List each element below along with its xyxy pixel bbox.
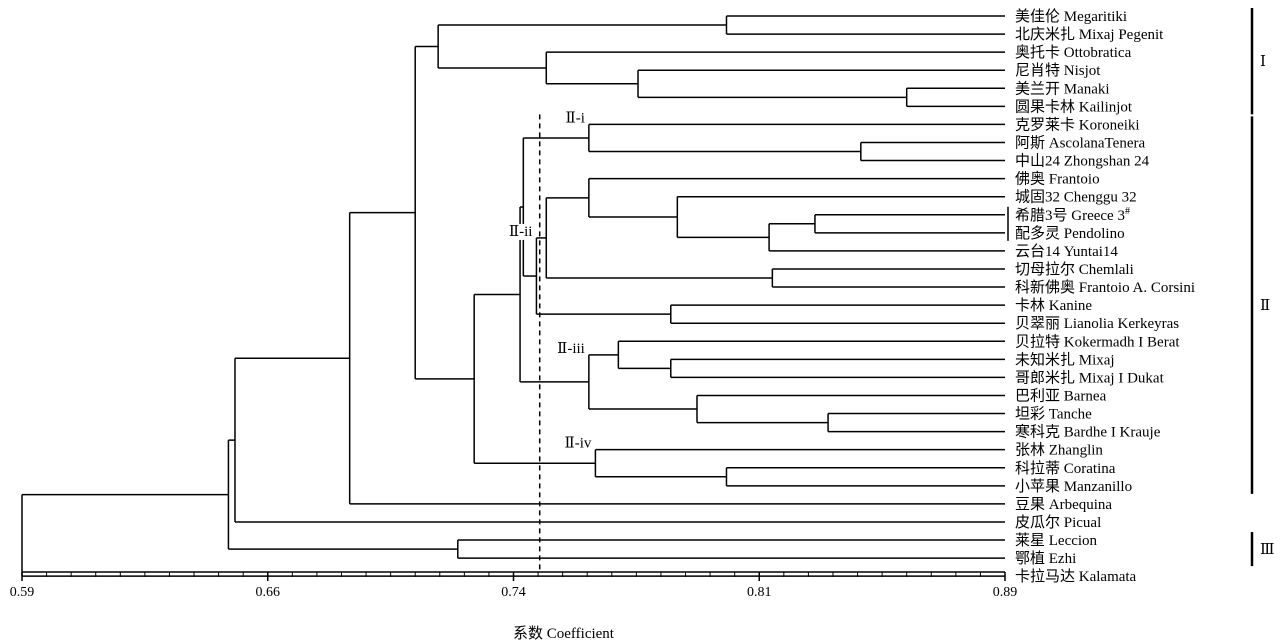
tick-label: 0.66 (256, 585, 281, 600)
group-label: Ⅲ (1260, 542, 1274, 558)
leaf-label: 配多灵 Pendolino (1015, 225, 1125, 242)
leaf-label: 哥郎米扎 Mixaj I Dukat (1015, 369, 1165, 386)
tick-label: 0.59 (10, 585, 35, 600)
leaf-label: 坦彩 Tanche (1015, 406, 1092, 423)
leaf-label: 科新佛奥 Frantoio A. Corsini (1015, 279, 1195, 296)
subcluster-label: Ⅱ-ii (509, 224, 533, 240)
leaf-label: 北庆米扎 Mixaj Pegenit (1015, 26, 1164, 43)
leaf-label: 云台14 Yuntai14 (1015, 243, 1118, 260)
subcluster-label-bg (564, 110, 586, 127)
group-brackets: Ⅰ Ⅱ Ⅲ (1250, 8, 1274, 567)
leaf-label: 寒科克 Bardhe I Krauje (1015, 423, 1161, 441)
leaf-label: 美佳伦 Megaritiki (1015, 8, 1127, 25)
leaf-label: 城固32 Chenggu 32 (1015, 189, 1137, 206)
leaf-label: 张林 Zhanglin (1015, 442, 1103, 459)
leaf-label: 巴利亚 Barnea (1015, 387, 1107, 404)
leaf-label: 佛奥 Frantoio (1015, 171, 1100, 188)
leaf-label: 中山24 Zhongshan 24 (1015, 153, 1150, 170)
group-label: Ⅰ (1260, 54, 1266, 70)
leaf-label: 卡拉马达 Kalamata (1015, 568, 1137, 585)
leaf-label: 皮瓜尔 Picual (1015, 514, 1101, 531)
subcluster-label: Ⅱ-iv (565, 436, 592, 452)
subcluster-label: Ⅱ-i (566, 110, 585, 126)
leaf-label: 小苹果 Manzanillo (1015, 478, 1132, 495)
x-axis: 0.59 0.66 0.74 0.81 0.89 (10, 571, 1018, 600)
dendrogram-branches (21, 15, 1005, 577)
tick-label: 0.81 (747, 585, 772, 600)
subcluster-label-bg (556, 340, 586, 357)
subcluster-label-bg (563, 435, 593, 452)
leaf-label: 未知米扎 Mixaj (1015, 351, 1115, 368)
tick-label: 0.74 (501, 585, 526, 600)
leaf-label: 克罗莱卡 Koroneiki (1015, 116, 1140, 133)
subcluster-label: Ⅱ-iii (557, 341, 585, 357)
leaf-label: 贝拉特 Kokermadh I Berat (1015, 333, 1180, 350)
leaf-label: 科拉蒂 Coratina (1015, 460, 1116, 477)
leaf-label: 美兰开 Manaki (1015, 80, 1110, 97)
footnote-mark: # (1125, 206, 1130, 217)
x-axis-label: 系数 Coefficient (513, 625, 615, 642)
leaf-label: 贝翠丽 Lianolia Kerkeyras (1015, 316, 1179, 332)
leaf-label: 阿斯 AscolanaTenera (1015, 134, 1145, 151)
leaf-label: 尼肖特 Nisjot (1015, 62, 1101, 79)
leaf-label: 卡林 Kanine (1015, 297, 1092, 314)
subcluster-label-bg (507, 223, 534, 240)
leaf-label: 切母拉尔 Chemlali (1015, 261, 1134, 278)
leaf-label: 豆果 Arbequina (1015, 497, 1112, 513)
tick-label: 0.89 (993, 585, 1018, 600)
leaf-label: 圆果卡林 Kailinjot (1015, 98, 1133, 115)
subcluster-labels: Ⅱ-i Ⅱ-ii Ⅱ-iii Ⅱ-iv (507, 110, 593, 452)
leaf-label: 希腊3号 Greece 3# (1015, 206, 1130, 224)
group-label: Ⅱ (1260, 298, 1270, 314)
leaf-label: 奥托卡 Ottobratica (1015, 44, 1132, 61)
leaf-label: 鄂植 Ezhi (1015, 550, 1076, 567)
leaf-label: 莱星 Leccion (1015, 532, 1098, 549)
